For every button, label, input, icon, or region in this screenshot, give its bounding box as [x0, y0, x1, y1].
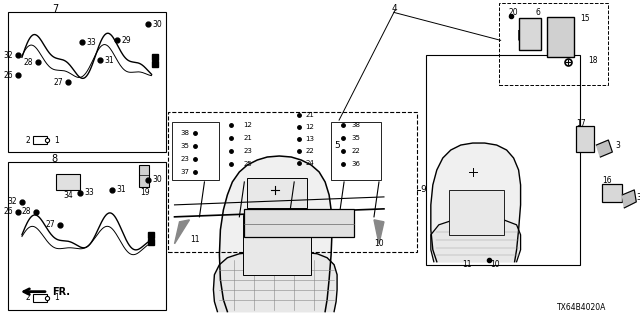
Text: TX64B4020A: TX64B4020A: [557, 303, 606, 312]
Bar: [33, 294, 47, 302]
Bar: [8, 162, 166, 309]
Text: 1: 1: [54, 293, 59, 302]
Text: 31: 31: [105, 56, 115, 65]
Bar: [172, 122, 220, 180]
Text: 34: 34: [63, 191, 73, 200]
Text: 23: 23: [180, 156, 189, 162]
Text: 2: 2: [25, 293, 30, 302]
Text: 23: 23: [243, 148, 252, 154]
Text: 16: 16: [602, 176, 612, 186]
Text: 31: 31: [116, 185, 126, 195]
Text: 1: 1: [54, 136, 59, 145]
Bar: [243, 215, 311, 275]
Text: 19: 19: [140, 188, 149, 197]
Bar: [547, 17, 575, 57]
Text: 38: 38: [180, 130, 189, 136]
Text: 20: 20: [509, 8, 518, 17]
Text: 6: 6: [536, 8, 540, 17]
Polygon shape: [431, 143, 520, 262]
Text: 2: 2: [25, 136, 30, 145]
Bar: [244, 209, 354, 237]
Text: 25: 25: [243, 161, 252, 167]
Polygon shape: [374, 220, 384, 244]
Polygon shape: [431, 218, 520, 262]
Bar: [33, 136, 47, 144]
Text: 22: 22: [305, 148, 314, 154]
Text: 33: 33: [84, 188, 95, 197]
Text: 29: 29: [122, 36, 131, 45]
Text: 27: 27: [45, 220, 55, 229]
Bar: [602, 184, 622, 202]
Polygon shape: [175, 220, 189, 244]
Text: 17: 17: [577, 119, 586, 128]
Text: |: |: [517, 29, 520, 40]
Text: 5: 5: [334, 140, 340, 149]
Bar: [8, 12, 166, 152]
Bar: [577, 126, 595, 152]
Text: FR.: FR.: [52, 287, 70, 297]
Text: 32: 32: [7, 197, 17, 206]
Text: 22: 22: [351, 148, 360, 154]
Text: 4: 4: [391, 4, 397, 13]
Text: 3: 3: [636, 193, 640, 202]
Bar: [426, 55, 580, 265]
Text: 11: 11: [461, 260, 471, 269]
Bar: [518, 18, 541, 50]
Bar: [168, 112, 417, 252]
Text: 10: 10: [374, 239, 384, 248]
Text: 24: 24: [305, 160, 314, 166]
Text: 26: 26: [3, 71, 13, 80]
Polygon shape: [622, 190, 636, 208]
Polygon shape: [596, 140, 612, 157]
Text: 28: 28: [24, 58, 33, 67]
Bar: [139, 165, 148, 187]
Text: 18: 18: [588, 56, 598, 65]
Text: 13: 13: [305, 136, 314, 142]
Text: 32: 32: [3, 51, 13, 60]
Text: 21: 21: [305, 112, 314, 118]
Text: 37: 37: [180, 169, 189, 175]
Text: 15: 15: [580, 14, 590, 23]
Text: 30: 30: [152, 20, 163, 29]
Text: 11: 11: [189, 235, 199, 244]
Text: 28: 28: [21, 207, 31, 216]
Text: 35: 35: [180, 143, 189, 149]
Text: 21: 21: [243, 135, 252, 141]
Bar: [247, 178, 307, 208]
Text: 33: 33: [87, 38, 97, 47]
Text: 12: 12: [305, 124, 314, 130]
Text: 3: 3: [615, 140, 620, 149]
Text: 8: 8: [52, 154, 58, 164]
Text: 27: 27: [53, 78, 63, 87]
Bar: [449, 190, 504, 235]
Polygon shape: [213, 251, 337, 312]
Bar: [56, 174, 80, 190]
Text: 30: 30: [152, 175, 163, 184]
Text: 36: 36: [351, 161, 360, 167]
Text: 7: 7: [52, 4, 58, 14]
Bar: [331, 122, 381, 180]
Polygon shape: [220, 156, 332, 312]
Text: 12: 12: [243, 122, 252, 128]
Text: 26: 26: [3, 207, 13, 216]
Text: 9: 9: [420, 185, 426, 195]
Text: 35: 35: [351, 135, 360, 141]
Bar: [499, 4, 609, 85]
Text: 38: 38: [351, 122, 360, 128]
Text: 10: 10: [491, 260, 500, 269]
